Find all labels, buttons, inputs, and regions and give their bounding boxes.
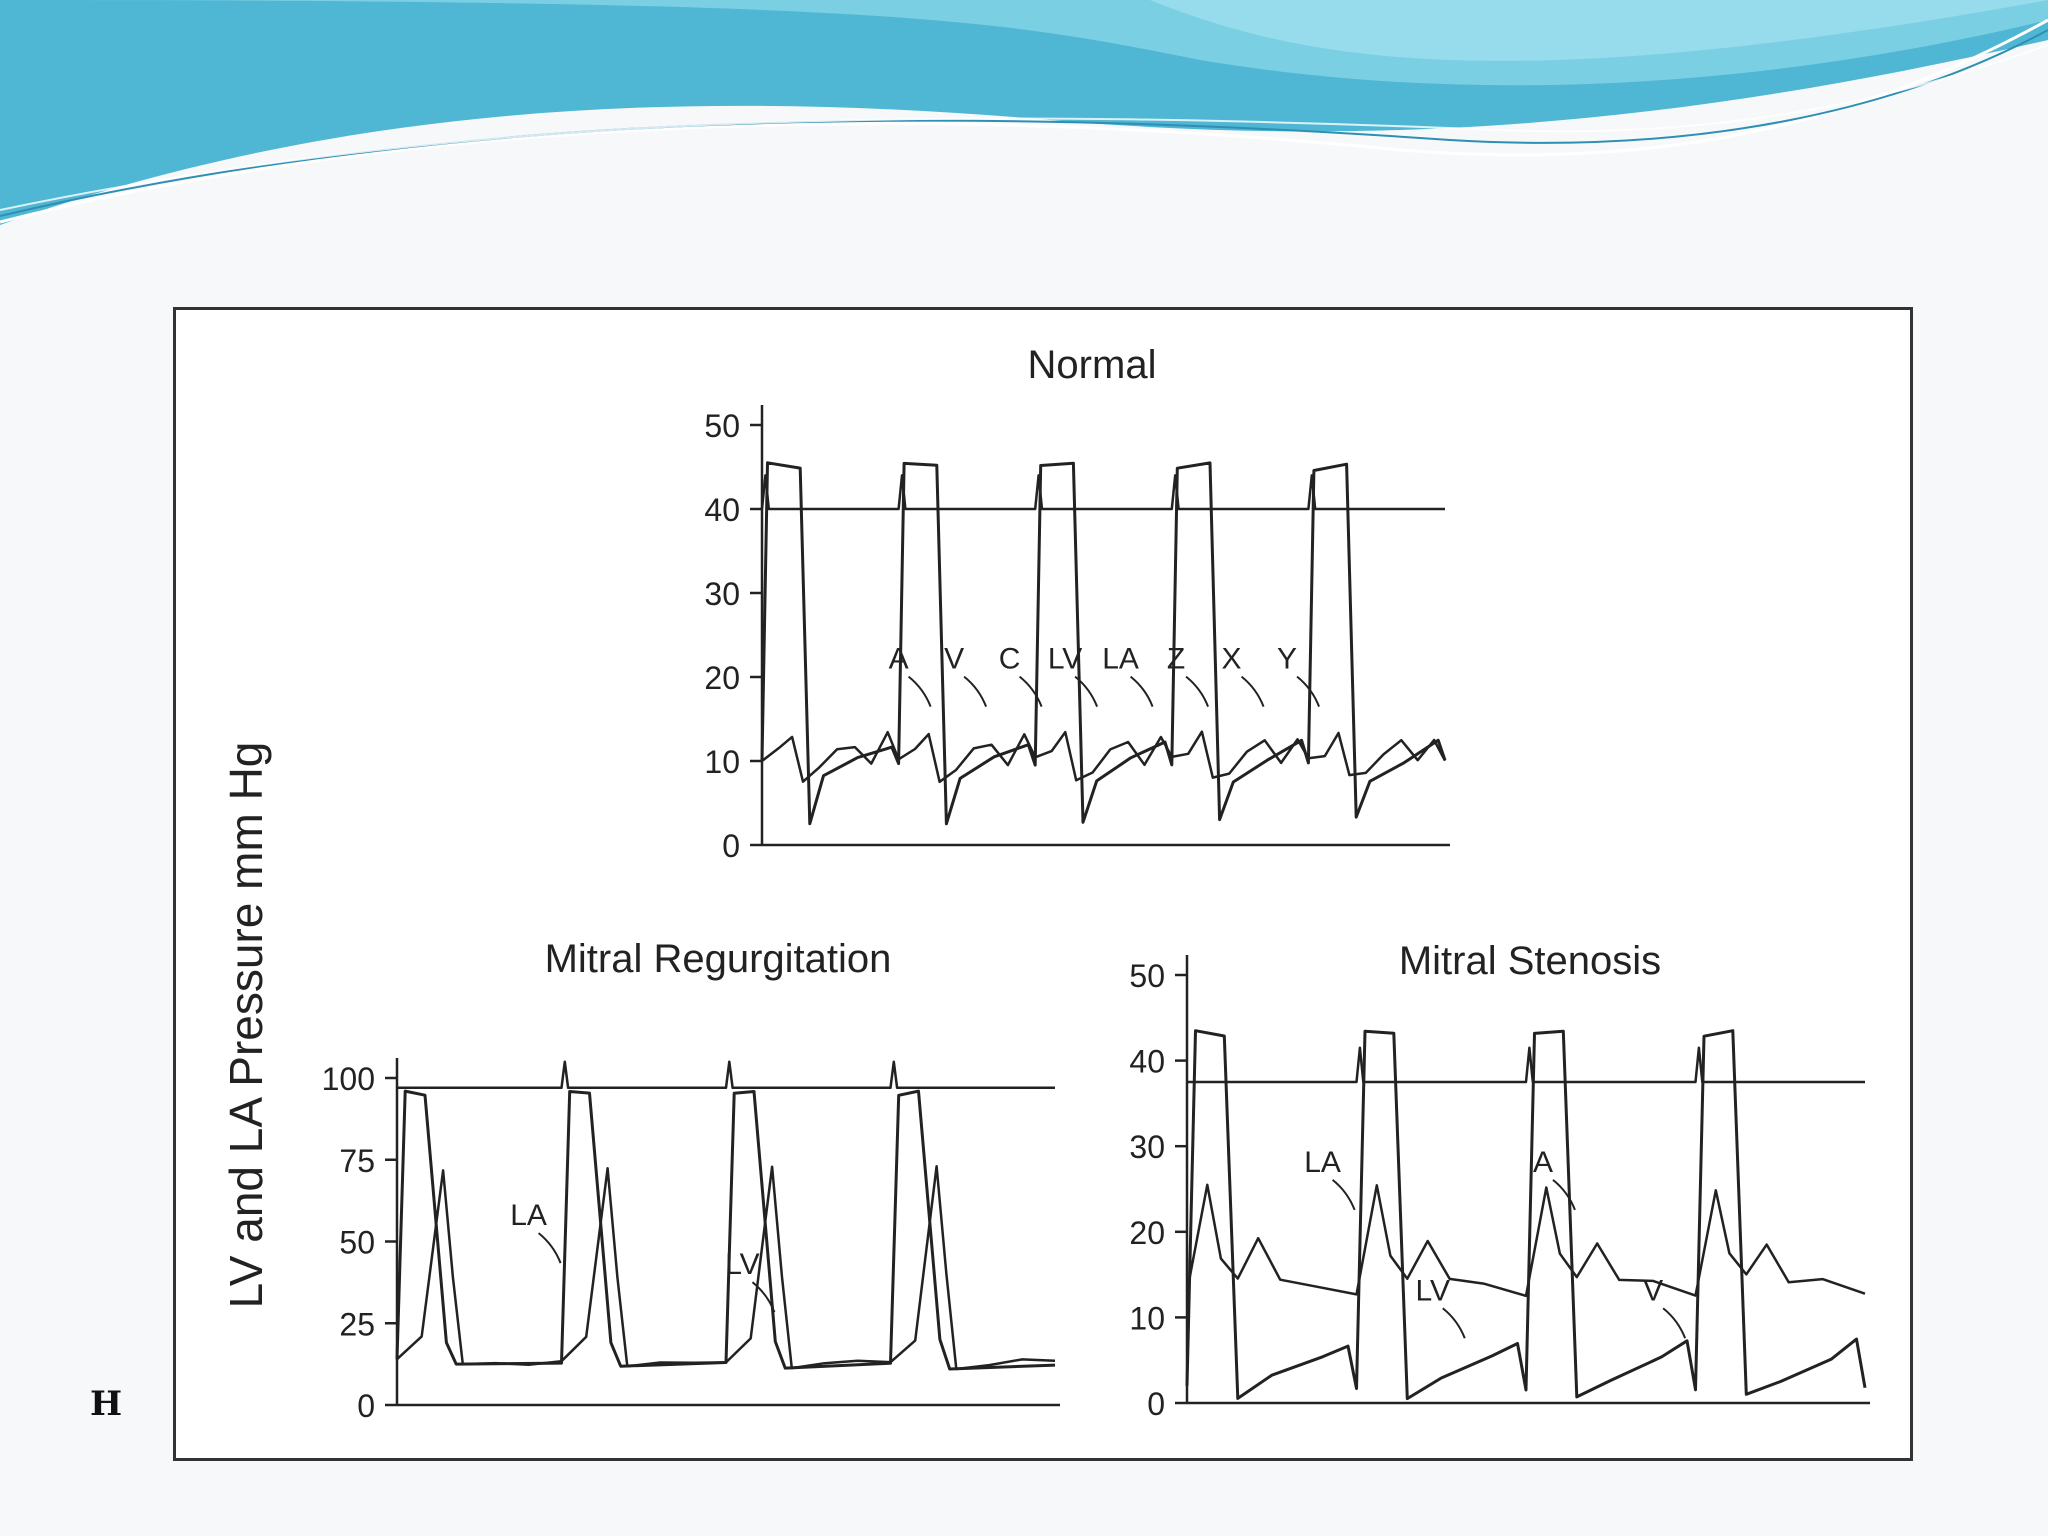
y-tick-label: 0	[1147, 1386, 1165, 1422]
annotation-arrow	[1185, 675, 1210, 707]
banner-line-3	[0, 44, 2048, 211]
y-tick-label: 0	[722, 828, 740, 864]
series-la	[761, 730, 1447, 784]
annotation-a: A	[889, 643, 909, 676]
annotation-z: Z	[1167, 643, 1185, 676]
panel-title: Normal	[1028, 343, 1157, 387]
y-tick-label: 40	[704, 492, 740, 528]
annotation-x: X	[1222, 643, 1242, 676]
annotation-la: LA	[1102, 643, 1139, 676]
series-lv	[395, 1089, 1056, 1371]
annotation-la: LA	[510, 1199, 547, 1232]
series-lv	[1185, 1029, 1867, 1401]
y-tick-label: 10	[1129, 1300, 1165, 1336]
annotation-arrow	[907, 675, 932, 707]
annotation-arrow	[537, 1232, 562, 1264]
y-tick-label: 30	[1129, 1129, 1165, 1165]
y-axis-title: LV and LA Pressure mm Hg	[220, 742, 272, 1309]
annotation-arrow	[1662, 1307, 1687, 1339]
annotation-c: C	[999, 643, 1021, 676]
annotation-arrow	[963, 675, 988, 707]
annotation-arrow	[1331, 1179, 1356, 1211]
panel-title: Mitral Regurgitation	[545, 937, 892, 981]
series-reference	[1187, 1046, 1865, 1084]
annotation-arrow	[751, 1281, 776, 1313]
annotation-arrow	[1240, 675, 1265, 707]
series-reference	[760, 474, 1445, 511]
y-tick-label: 50	[704, 408, 740, 444]
y-tick-label: 100	[322, 1061, 375, 1097]
annotation-a: A	[1533, 1146, 1553, 1179]
header-banner	[0, 0, 2048, 225]
annotation-lv: LV	[725, 1248, 759, 1281]
annotation-arrow	[1074, 675, 1099, 707]
annotation-arrow	[1018, 675, 1043, 707]
annotation-arrow	[1442, 1307, 1466, 1339]
annotation-v: V	[1643, 1274, 1663, 1307]
y-tick-label: 20	[704, 660, 740, 696]
corner-mark: H	[90, 1384, 123, 1424]
panel-normal: Normal 0 10 20 30 40 50 A V C LV LA Z X Y	[704, 343, 1450, 864]
panel-mitral-regurgitation: Mitral Regurgitation 0 25 50 75 100 LA LV	[322, 937, 1060, 1424]
series-reference	[397, 1060, 1055, 1090]
figure-frame	[173, 307, 1913, 1461]
annotation-lv: LV	[1048, 643, 1082, 676]
panel-title: Mitral Stenosis	[1399, 939, 1661, 983]
annotation-y: Y	[1277, 643, 1297, 676]
banner-wave-light	[0, 0, 2048, 86]
series-la	[396, 1165, 1056, 1371]
banner-line-1	[0, 18, 2048, 224]
series-la	[1185, 1183, 1866, 1298]
annotation-arrow	[1129, 675, 1154, 707]
y-tick-label: 50	[1129, 958, 1165, 994]
y-tick-label: 10	[704, 744, 740, 780]
annotation-arrow	[1296, 675, 1320, 707]
y-tick-label: 0	[357, 1388, 375, 1424]
panel-mitral-stenosis: Mitral Stenosis 0 10 20 30 40 50 LA LV A V	[1129, 939, 1870, 1422]
y-tick-label: 40	[1129, 1044, 1165, 1080]
series-lv	[760, 461, 1447, 826]
y-tick-label: 20	[1129, 1215, 1165, 1251]
y-tick-label: 25	[339, 1306, 375, 1342]
y-tick-label: 30	[704, 576, 740, 612]
annotation-la: LA	[1304, 1146, 1341, 1179]
y-tick-label: 75	[339, 1143, 375, 1179]
annotation-v: V	[944, 643, 964, 676]
annotation-lv: LV	[1416, 1274, 1450, 1307]
y-tick-label: 50	[339, 1225, 375, 1261]
annotation-arrow	[1552, 1179, 1576, 1211]
